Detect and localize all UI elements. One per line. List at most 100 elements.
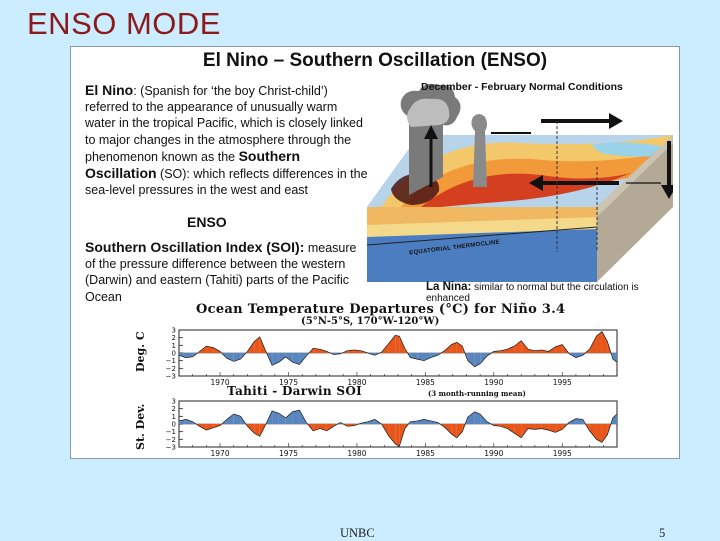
southern-oscillation-term: Southern Oscillation [85,147,301,182]
nino34-y-axis-label: Deg. C [134,331,147,372]
area-segment [507,424,515,434]
area-segment [340,422,344,424]
area-segment [374,419,382,424]
area-segment [278,413,286,424]
area-segment [612,353,617,363]
diagram-title: December - February Normal Conditions [421,81,623,93]
area-segment [199,424,207,431]
x-tick-label: 1980 [347,378,366,387]
area-segment [486,353,492,357]
x-tick-label: 1985 [416,378,435,387]
area-segment [534,424,542,430]
series-line [178,330,618,368]
y-tick-label: −3 [166,373,176,381]
area-segment [596,331,602,353]
area-segment [233,414,241,424]
area-segment [589,424,597,440]
area-segment [206,424,214,431]
y-tick-label: 2 [172,334,176,342]
la-nina-note: La Nina: similar to normal but the circu… [426,281,679,304]
x-tick-label: 1985 [416,449,435,458]
y-tick-label: −3 [166,444,176,452]
area-segment [326,351,331,353]
area-segment [567,422,570,424]
area-segment [399,336,405,353]
y-tick-label: 3 [172,327,176,335]
x-tick-label: 1980 [347,449,366,458]
el-nino-text-2: (SO): which reflects differences in the … [85,167,368,198]
nino34-chart-title: Ocean Temperature Departures (°C) for Ni… [196,302,566,317]
area-segment [185,353,193,358]
area-segment [507,346,515,353]
area-segment [467,353,475,367]
area-segment [226,414,234,424]
y-tick-label: 3 [172,398,176,406]
y-tick-label: 2 [172,405,176,413]
area-segment [313,348,320,353]
area-segment [541,424,549,431]
area-segment [407,353,411,358]
area-segment [367,419,375,424]
y-tick-label: −2 [166,436,176,444]
y-tick-label: 1 [172,342,176,350]
area-segment [528,424,535,430]
area-segment [601,331,608,353]
area-segment [326,424,334,431]
enso-figure-panel: El Nino – Southern Oscillation (ENSO) El… [70,46,680,459]
area-segment [226,353,234,362]
area-segment [285,353,293,363]
x-tick-label: 1970 [211,378,230,387]
area-segment [612,414,617,424]
x-tick-label: 1970 [211,449,230,458]
x-tick-label: 1990 [484,449,503,458]
soi-y-axis-label: St. Dev. [134,403,147,450]
area-segment [179,353,186,358]
area-segment [424,419,431,424]
area-segment [206,346,214,353]
panel-title: El Nino – Southern Oscillation (ENSO) [202,50,548,71]
area-segment [410,353,418,360]
area-segment [548,424,556,433]
slide-title: ENSO MODE [27,6,221,41]
el-nino-text-1: : (Spanish for ‘the boy Christ-child’) r… [85,84,363,164]
series-line [178,409,618,447]
soi-chart-title: Tahiti - Darwin SOI [227,384,363,398]
area-segment [213,424,221,428]
la-nina-term: La Nina: [426,281,472,293]
area-segment [444,344,452,353]
area-segment [451,424,457,438]
area-segment [292,410,300,424]
area-segment [521,424,529,438]
area-segment [601,424,608,443]
area-segment [430,420,438,424]
area-segment [456,424,463,438]
area-segment [451,342,457,353]
area-segment [306,353,310,357]
area-segment [285,411,293,424]
y-tick-label: −1 [166,357,176,365]
area-segment [233,353,241,362]
el-nino-term: El Nino [85,82,134,98]
enso-label: ENSO [187,214,227,230]
area-segment [272,410,279,424]
area-segment [221,419,227,424]
area-segment [395,424,400,447]
area-segment [254,336,260,353]
area-segment [388,424,396,444]
area-segment [265,349,267,353]
x-tick-label: 1995 [553,378,572,387]
x-tick-label: 1975 [279,378,298,387]
area-segment [299,353,307,365]
el-nino-definition: El Nino: (Spanish for ‘the boy Christ-ch… [85,82,370,198]
area-segment [417,353,425,361]
area-segment [444,424,452,434]
area-segment [430,353,438,358]
area-segment [306,422,308,424]
x-tick-label: 1975 [279,449,298,458]
area-segment [192,353,198,357]
area-segment [254,424,260,437]
y-tick-label: 0 [172,350,176,358]
area-segment [272,353,279,366]
